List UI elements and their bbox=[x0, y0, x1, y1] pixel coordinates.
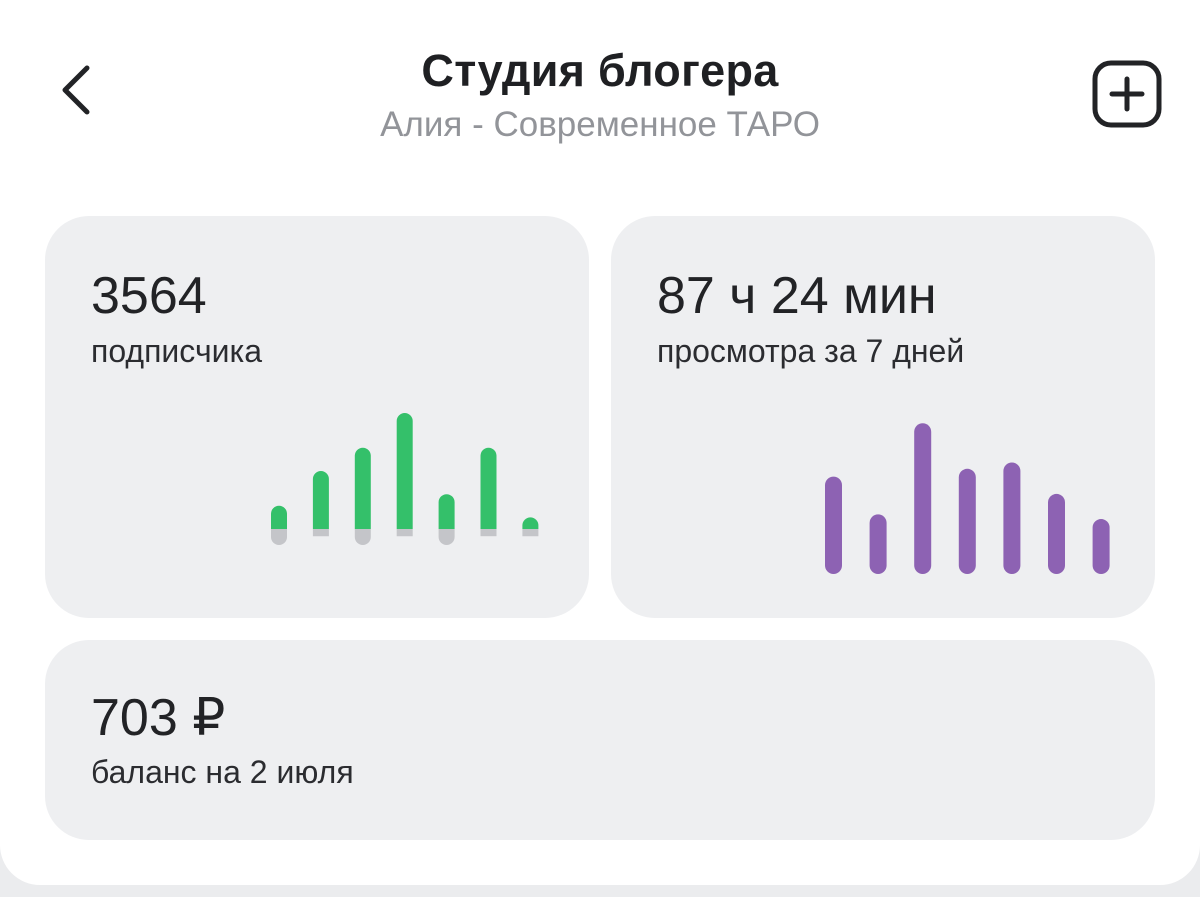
views-bar bbox=[869, 514, 887, 574]
subscribers-gain-bar bbox=[396, 413, 413, 529]
add-button[interactable] bbox=[1092, 60, 1162, 128]
views-card[interactable]: 87 ч 24 мин просмотра за 7 дней bbox=[611, 216, 1155, 618]
balance-card[interactable]: 703 ₽ баланс на 2 июля bbox=[45, 640, 1155, 840]
subscribers-gain-bar bbox=[271, 505, 287, 529]
subscribers-loss-bar bbox=[271, 529, 287, 545]
balance-amount: 703 ₽ bbox=[91, 689, 226, 747]
views-bar bbox=[1048, 493, 1065, 574]
views-chart bbox=[825, 423, 1110, 574]
plus-square-icon bbox=[1092, 60, 1162, 128]
subscribers-gain-bar bbox=[354, 447, 371, 529]
subscribers-loss-bar bbox=[522, 529, 539, 537]
subscribers-loss-bar bbox=[438, 529, 455, 545]
back-button[interactable] bbox=[46, 58, 106, 122]
views-bar bbox=[1003, 462, 1021, 574]
page-title: Студия блогера bbox=[421, 45, 779, 96]
subscribers-caption: подписчика bbox=[91, 333, 262, 369]
page-subtitle: Алия - Современное ТАРО bbox=[380, 105, 820, 144]
views-caption: просмотра за 7 дней bbox=[657, 333, 965, 369]
balance-caption: баланс на 2 июля bbox=[91, 754, 354, 790]
subscribers-loss-bar bbox=[396, 529, 413, 537]
subscribers-count: 3564 bbox=[91, 267, 207, 325]
subscribers-gain-bar bbox=[312, 471, 329, 529]
chevron-left-icon bbox=[62, 65, 90, 115]
views-bar bbox=[825, 476, 842, 574]
subscribers-gain-bar bbox=[480, 447, 497, 529]
views-bar bbox=[958, 468, 976, 574]
subscribers-card[interactable]: 3564 подписчика bbox=[45, 216, 589, 618]
views-bar bbox=[914, 423, 932, 574]
subscribers-gain-bar bbox=[522, 517, 539, 529]
views-duration: 87 ч 24 мин bbox=[657, 267, 937, 325]
subscribers-loss-bar bbox=[312, 529, 329, 537]
views-bar bbox=[1092, 519, 1110, 574]
subscribers-loss-bar bbox=[354, 529, 371, 545]
subscribers-chart bbox=[271, 413, 539, 545]
subscribers-gain-bar bbox=[438, 494, 455, 529]
subscribers-loss-bar bbox=[480, 529, 497, 537]
